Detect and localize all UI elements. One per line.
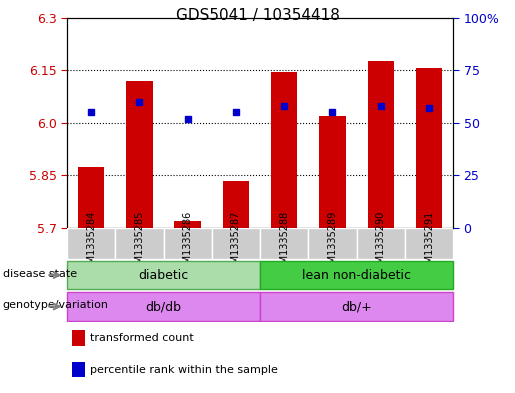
Text: db/db: db/db <box>146 300 181 313</box>
Text: GSM1335284: GSM1335284 <box>86 211 96 276</box>
Bar <box>260 261 453 289</box>
Text: GSM1335287: GSM1335287 <box>231 211 241 276</box>
Text: GSM1335285: GSM1335285 <box>134 211 144 276</box>
Bar <box>308 228 356 259</box>
Bar <box>78 167 105 228</box>
Text: GSM1335288: GSM1335288 <box>279 211 289 276</box>
Bar <box>67 261 260 289</box>
Text: lean non-diabetic: lean non-diabetic <box>302 268 411 282</box>
Bar <box>356 228 405 259</box>
Text: db/+: db/+ <box>341 300 372 313</box>
Bar <box>222 181 249 228</box>
Text: genotype/variation: genotype/variation <box>3 300 109 310</box>
Bar <box>175 221 201 228</box>
Text: transformed count: transformed count <box>90 333 194 343</box>
Text: GSM1335290: GSM1335290 <box>376 211 386 276</box>
Bar <box>260 228 308 259</box>
Text: diabetic: diabetic <box>139 268 188 282</box>
Text: GDS5041 / 10354418: GDS5041 / 10354418 <box>176 8 339 23</box>
Bar <box>271 72 298 228</box>
Text: GSM1335289: GSM1335289 <box>328 211 337 276</box>
Bar <box>126 81 152 228</box>
Text: percentile rank within the sample: percentile rank within the sample <box>90 365 278 375</box>
Bar <box>319 116 346 228</box>
Bar <box>212 228 260 259</box>
Text: GSM1335286: GSM1335286 <box>183 211 193 276</box>
Bar <box>115 228 163 259</box>
Bar <box>416 68 442 228</box>
Bar <box>405 228 453 259</box>
Bar <box>72 362 85 377</box>
Bar <box>67 292 260 321</box>
Bar <box>67 228 115 259</box>
Bar <box>72 330 85 345</box>
Bar <box>260 292 453 321</box>
Bar <box>368 61 394 228</box>
Text: disease state: disease state <box>3 268 77 279</box>
Text: GSM1335291: GSM1335291 <box>424 211 434 276</box>
Bar <box>163 228 212 259</box>
